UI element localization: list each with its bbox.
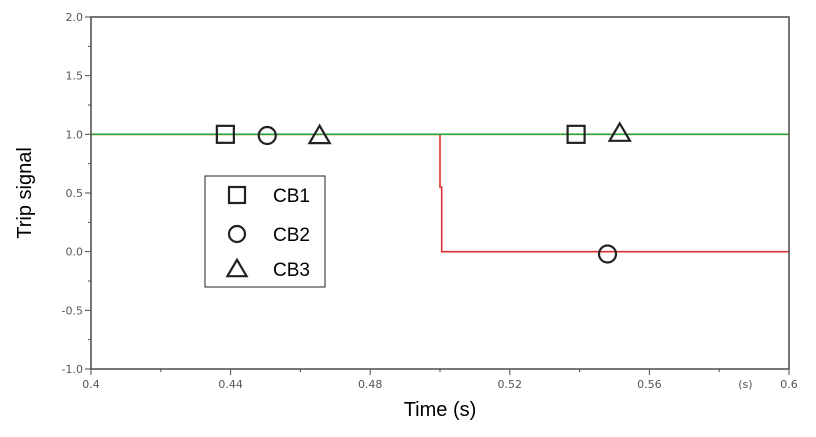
y-tick-label: -1.0 [62, 363, 83, 376]
series-lines [91, 133, 789, 253]
triangle-marker [307, 123, 332, 145]
legend-label: CB3 [273, 260, 310, 281]
legend-square-symbol [227, 185, 247, 205]
y-tick-label: -0.5 [62, 304, 83, 317]
x-unit-label: (s) [738, 378, 752, 391]
legend-box [204, 175, 326, 288]
y-tick-label: 1.0 [66, 128, 84, 141]
plot-frame [90, 16, 790, 370]
x-tick-label: 0.52 [498, 378, 523, 391]
data-markers [215, 121, 632, 264]
circle-marker [257, 125, 277, 146]
legend: CB1 CB2 CB3 [204, 175, 326, 288]
legend-circle-symbol [227, 224, 247, 244]
y-axis-title: Trip signal [14, 147, 36, 239]
triangle-marker [607, 121, 632, 142]
y-tick-label: 0.5 [66, 187, 84, 200]
y-tick-label: 0.0 [66, 246, 84, 259]
series-line [91, 133, 789, 253]
x-tick-label: 0.4 [82, 378, 100, 391]
legend-label: CB1 [273, 186, 310, 207]
y-tick-label: 2.0 [66, 11, 84, 24]
legend-triangle-symbol [225, 257, 249, 278]
x-tick-label: 0.56 [637, 378, 662, 391]
x-tick-label: 0.44 [218, 378, 243, 391]
circle-marker [597, 244, 618, 264]
legend-label: CB2 [273, 225, 310, 246]
axis-ticks: -1.0 -0.5 0.0 0.5 1.0 1.5 2.0 0.4 0.44 0.48 0.52 0.… [62, 11, 798, 391]
x-tick-label: 0.48 [358, 378, 383, 391]
y-tick-label: 1.5 [66, 70, 84, 83]
square-marker [215, 124, 235, 144]
square-marker [566, 124, 586, 144]
x-tick-label: 0.6 [780, 378, 798, 391]
x-axis-title: Time (s) [404, 399, 477, 421]
